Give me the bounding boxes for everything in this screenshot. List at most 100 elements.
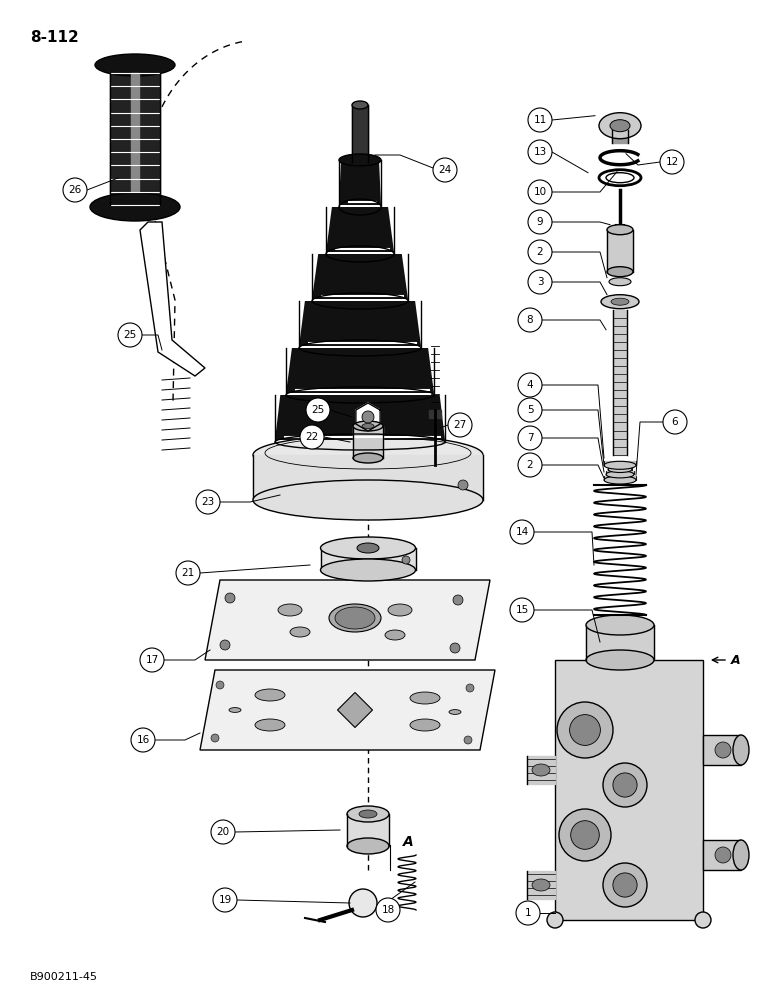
Ellipse shape: [335, 607, 375, 629]
Circle shape: [220, 640, 230, 650]
Circle shape: [211, 820, 235, 844]
Circle shape: [518, 426, 542, 450]
Ellipse shape: [586, 650, 654, 670]
Ellipse shape: [362, 424, 374, 428]
Ellipse shape: [611, 298, 629, 305]
Circle shape: [695, 912, 711, 928]
Polygon shape: [356, 403, 380, 431]
Ellipse shape: [278, 604, 302, 616]
Text: 2: 2: [527, 460, 533, 470]
Ellipse shape: [599, 170, 641, 186]
Text: 25: 25: [124, 330, 137, 340]
Text: 15: 15: [516, 605, 529, 615]
Ellipse shape: [359, 810, 377, 818]
Text: 9: 9: [537, 217, 543, 227]
Ellipse shape: [357, 543, 379, 553]
Text: 8-112: 8-112: [30, 30, 79, 45]
Circle shape: [402, 556, 410, 564]
Circle shape: [528, 180, 552, 204]
Polygon shape: [353, 426, 383, 458]
Circle shape: [306, 398, 330, 422]
Text: 2: 2: [537, 247, 543, 257]
Circle shape: [213, 888, 237, 912]
Ellipse shape: [347, 806, 389, 822]
Circle shape: [300, 425, 324, 449]
Ellipse shape: [606, 471, 634, 478]
Ellipse shape: [353, 421, 383, 431]
Polygon shape: [299, 301, 421, 346]
Polygon shape: [608, 466, 632, 470]
Text: 23: 23: [201, 497, 215, 507]
Polygon shape: [586, 625, 654, 660]
Ellipse shape: [733, 735, 749, 765]
Circle shape: [603, 863, 647, 907]
Circle shape: [613, 773, 637, 797]
Circle shape: [603, 763, 647, 807]
Ellipse shape: [532, 764, 550, 776]
Ellipse shape: [609, 278, 631, 286]
Polygon shape: [140, 222, 205, 376]
Polygon shape: [205, 580, 490, 660]
Circle shape: [458, 480, 468, 490]
Ellipse shape: [95, 54, 175, 76]
Bar: [555, 660, 703, 920]
Polygon shape: [110, 73, 160, 205]
Circle shape: [453, 595, 463, 605]
Circle shape: [63, 178, 87, 202]
Ellipse shape: [90, 193, 180, 221]
Polygon shape: [527, 756, 555, 784]
Text: 16: 16: [137, 735, 150, 745]
Ellipse shape: [320, 559, 415, 581]
Ellipse shape: [599, 113, 641, 139]
Circle shape: [349, 889, 377, 917]
Ellipse shape: [290, 627, 310, 637]
Circle shape: [518, 373, 542, 397]
Circle shape: [518, 453, 542, 477]
Polygon shape: [347, 814, 389, 846]
Text: 12: 12: [665, 157, 679, 167]
Polygon shape: [253, 455, 483, 500]
Polygon shape: [527, 871, 555, 899]
Polygon shape: [604, 461, 636, 465]
Text: 5: 5: [527, 405, 533, 415]
Text: 8: 8: [527, 315, 533, 325]
Text: 19: 19: [218, 895, 232, 905]
Polygon shape: [606, 471, 634, 474]
Ellipse shape: [320, 537, 415, 559]
Circle shape: [547, 912, 563, 928]
Text: B900211-45: B900211-45: [30, 972, 98, 982]
Circle shape: [528, 108, 552, 132]
Circle shape: [510, 598, 534, 622]
Polygon shape: [339, 160, 381, 205]
Ellipse shape: [255, 689, 285, 701]
Ellipse shape: [410, 719, 440, 731]
Ellipse shape: [229, 708, 241, 712]
Polygon shape: [613, 310, 627, 455]
Circle shape: [140, 648, 164, 672]
Circle shape: [613, 873, 637, 897]
Circle shape: [196, 490, 220, 514]
Circle shape: [715, 742, 731, 758]
Ellipse shape: [610, 120, 630, 132]
Ellipse shape: [532, 879, 550, 891]
Polygon shape: [131, 73, 139, 205]
Text: 18: 18: [381, 905, 394, 915]
Text: 14: 14: [516, 527, 529, 537]
Text: 10: 10: [533, 187, 547, 197]
Text: 20: 20: [216, 827, 229, 837]
Circle shape: [176, 561, 200, 585]
Polygon shape: [429, 410, 441, 418]
Ellipse shape: [353, 453, 383, 463]
Polygon shape: [352, 105, 368, 165]
Ellipse shape: [733, 840, 749, 870]
Ellipse shape: [608, 466, 632, 473]
Text: 1: 1: [525, 908, 531, 918]
Text: 17: 17: [145, 655, 158, 665]
Text: 13: 13: [533, 147, 547, 157]
Circle shape: [663, 410, 687, 434]
Circle shape: [211, 734, 219, 742]
Polygon shape: [275, 395, 445, 440]
Polygon shape: [604, 476, 636, 480]
Circle shape: [362, 411, 374, 423]
Ellipse shape: [410, 692, 440, 704]
